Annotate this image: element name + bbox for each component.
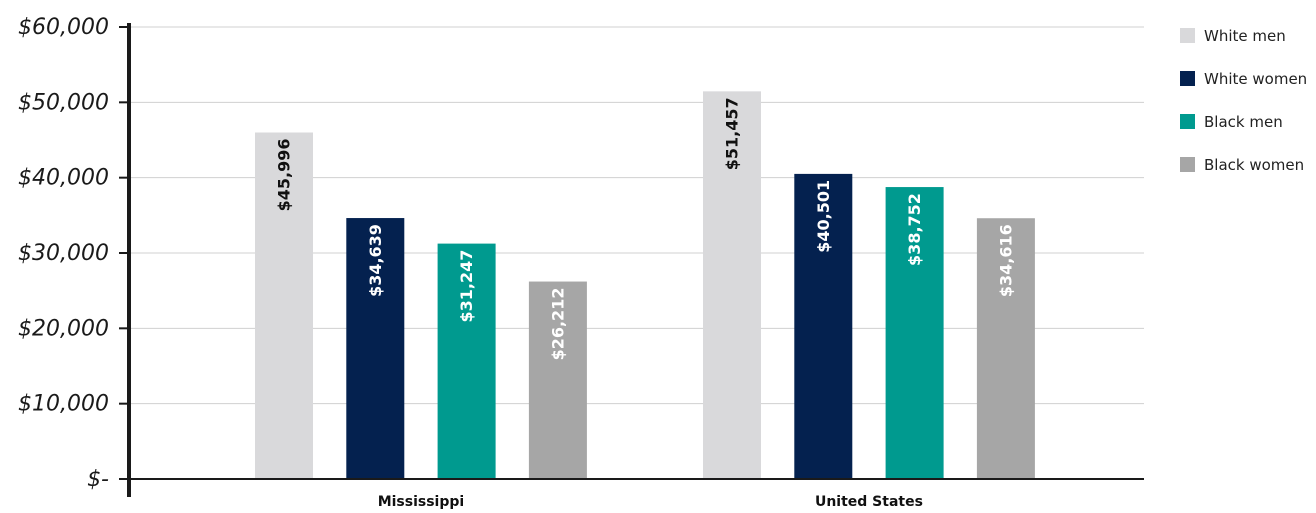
- data-label: $45,996: [275, 138, 294, 211]
- bar: [437, 243, 496, 479]
- data-label: $38,752: [905, 193, 924, 266]
- x-tick-label: Mississippi: [378, 494, 465, 510]
- x-tick-labels: Mississippi United States: [378, 494, 923, 510]
- data-label: $51,457: [723, 97, 742, 170]
- legend-swatch: [1180, 114, 1195, 129]
- legend-label: White women: [1204, 70, 1307, 88]
- bar: [703, 91, 761, 479]
- y-tick-label: $20,000: [18, 316, 109, 341]
- axes: [119, 23, 1144, 497]
- bar: [976, 218, 1035, 479]
- legend-label: Black men: [1204, 113, 1283, 131]
- y-tick-label: $30,000: [18, 241, 109, 266]
- bar: [885, 187, 944, 479]
- legend-label: Black women: [1204, 156, 1304, 174]
- y-tick-label: $-: [87, 467, 109, 492]
- legend: White men White women Black men Black women: [1180, 27, 1307, 174]
- y-tick-label: $60,000: [18, 15, 109, 40]
- data-labels: $45,996 $34,639 $31,247 $26,212 $51,457 $40,5…: [275, 97, 1016, 360]
- legend-swatch: [1180, 28, 1195, 43]
- x-tick-label: United States: [815, 494, 923, 510]
- bar: [255, 132, 313, 479]
- y-tick-label: $10,000: [18, 392, 109, 417]
- y-tick-label: $40,000: [18, 166, 109, 191]
- legend-label: White men: [1204, 27, 1286, 45]
- bar: [346, 218, 405, 480]
- legend-swatch: [1180, 71, 1195, 86]
- data-label: $26,212: [548, 288, 567, 361]
- bars: [255, 91, 1035, 480]
- data-label: $34,616: [996, 224, 1015, 297]
- data-label: $34,639: [366, 224, 385, 297]
- y-tick-labels: $- $10,000 $20,000 $30,000 $40,000 $50,000 $60…: [18, 15, 109, 492]
- data-label: $31,247: [457, 250, 476, 323]
- y-tick-label: $50,000: [18, 90, 109, 115]
- legend-swatch: [1180, 157, 1195, 172]
- data-label: $40,501: [814, 180, 833, 253]
- bar: [794, 173, 853, 480]
- bar: [528, 281, 587, 479]
